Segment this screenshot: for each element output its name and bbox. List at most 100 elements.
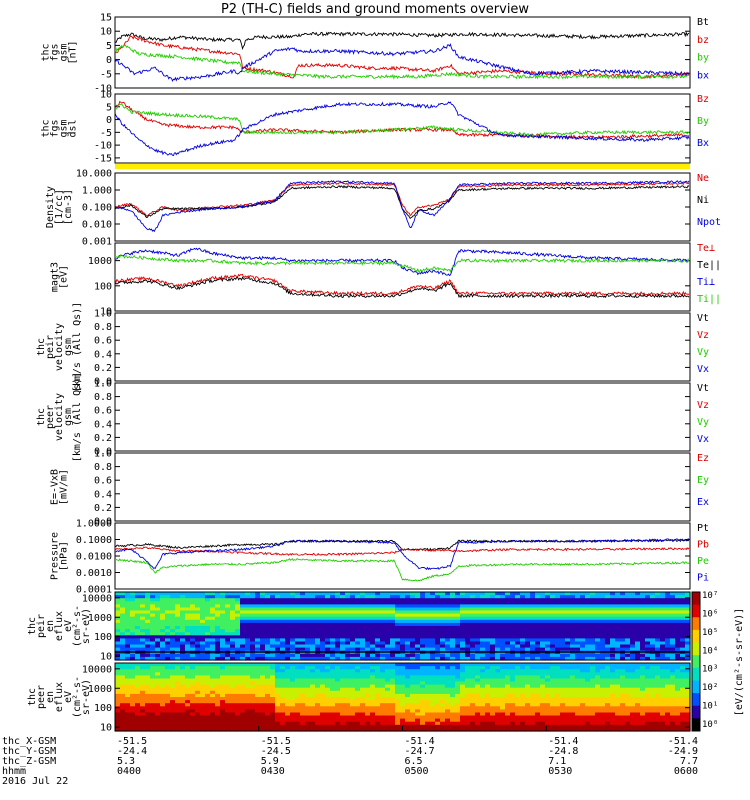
heatmap-cell: [185, 632, 191, 636]
heatmap-cell: [490, 601, 496, 605]
heatmap-cell: [560, 684, 566, 689]
heatmap-cell: [595, 604, 601, 609]
heatmap-cell: [425, 638, 431, 643]
heatmap-cell: [585, 703, 591, 707]
heatmap-cell: [155, 635, 161, 639]
heatmap-cell: [520, 693, 526, 698]
heatmap-cell: [430, 647, 436, 652]
heatmap-cell: [325, 700, 331, 704]
heatmap-cell: [475, 622, 481, 627]
heatmap-cell: [430, 724, 436, 729]
heatmap-cell: [225, 672, 231, 676]
heatmap-cell: [420, 604, 426, 609]
heatmap-cell: [610, 638, 616, 643]
heatmap-cell: [365, 641, 371, 646]
heatmap-cell: [325, 675, 331, 680]
heatmap-cell: [130, 700, 136, 704]
heatmap-cell: [240, 706, 246, 710]
heatmap-cell: [305, 697, 311, 701]
heatmap-cell: [155, 610, 161, 615]
heatmap-cell: [255, 709, 261, 714]
heatmap-cell: [515, 598, 521, 602]
heatmap-cell: [365, 647, 371, 652]
heatmap-cell: [160, 653, 166, 658]
heatmap-cell: [135, 712, 141, 717]
heatmap-cell: [435, 653, 441, 658]
heatmap-cell: [125, 672, 131, 676]
heatmap-cell: [435, 656, 441, 661]
panel-frame: [114, 382, 691, 452]
heatmap-cell: [490, 727, 496, 732]
heatmap-cell: [160, 616, 166, 621]
heatmap-cell: [580, 703, 586, 707]
heatmap-cell: [505, 672, 511, 676]
y-tick-label: 0.6: [94, 476, 112, 487]
heatmap-cell: [460, 724, 466, 729]
heatmap-cell: [605, 595, 611, 599]
heatmap-cell: [175, 675, 181, 680]
heatmap-cell: [220, 647, 226, 652]
heatmap-cell: [500, 690, 506, 695]
heatmap-cell: [200, 678, 206, 683]
heatmap-cell: [225, 700, 231, 704]
heatmap-cell: [675, 595, 681, 599]
heatmap-cell: [500, 616, 506, 621]
y-axis-label: gsm: [59, 43, 70, 61]
heatmap-cell: [460, 641, 466, 646]
heatmap-cell: [505, 666, 511, 670]
heatmap-cell: [520, 635, 526, 639]
heatmap-cell: [535, 632, 541, 636]
heatmap-cell: [600, 638, 606, 643]
heatmap-cell: [585, 666, 591, 670]
heatmap-cell: [355, 598, 361, 602]
heatmap-cell: [455, 616, 461, 621]
heatmap-cell: [575, 715, 581, 720]
heatmap-cell: [260, 644, 266, 649]
heatmap-cell: [320, 626, 326, 630]
heatmap-cell: [190, 675, 196, 680]
heatmap-cell: [435, 678, 441, 683]
heatmap-cell: [525, 647, 531, 652]
heatmap-cell: [170, 635, 176, 639]
heatmap-cell: [225, 647, 231, 652]
heatmap-cell: [235, 601, 241, 605]
heatmap-cell: [655, 613, 661, 618]
heatmap-cell: [330, 626, 336, 630]
heatmap-cell: [550, 663, 556, 667]
heatmap-cell: [540, 592, 546, 596]
heatmap-cell: [545, 601, 551, 605]
heatmap-cell: [325, 706, 331, 710]
heatmap-cell: [125, 592, 131, 596]
heatmap-cell: [240, 715, 246, 720]
heatmap-cell: [305, 601, 311, 605]
heatmap-cell: [210, 697, 216, 701]
heatmap-cell: [605, 607, 611, 612]
heatmap-cell: [420, 678, 426, 683]
heatmap-cell: [390, 672, 396, 676]
heatmap-cell: [570, 666, 576, 670]
heatmap-cell: [405, 706, 411, 710]
heatmap-cell: [250, 687, 256, 692]
heatmap-cell: [350, 635, 356, 639]
heatmap-cell: [310, 681, 316, 686]
heatmap-cell: [170, 656, 176, 661]
heatmap-cell: [185, 607, 191, 612]
heatmap-cell: [570, 616, 576, 621]
heatmap-cell: [430, 613, 436, 618]
heatmap-cell: [580, 644, 586, 649]
heatmap-cell: [465, 693, 471, 698]
heatmap-cell: [510, 684, 516, 689]
heatmap-cell: [375, 607, 381, 612]
heatmap-cell: [535, 653, 541, 658]
heatmap-cell: [180, 684, 186, 689]
heatmap-cell: [450, 687, 456, 692]
heatmap-cell: [375, 595, 381, 599]
heatmap-cell: [150, 601, 156, 605]
heatmap-cell: [265, 595, 271, 599]
heatmap-cell: [485, 598, 491, 602]
heatmap-cell: [550, 619, 556, 624]
heatmap-cell: [575, 724, 581, 729]
heatmap-cell: [160, 703, 166, 707]
heatmap-cell: [160, 607, 166, 612]
heatmap-cell: [270, 721, 276, 726]
